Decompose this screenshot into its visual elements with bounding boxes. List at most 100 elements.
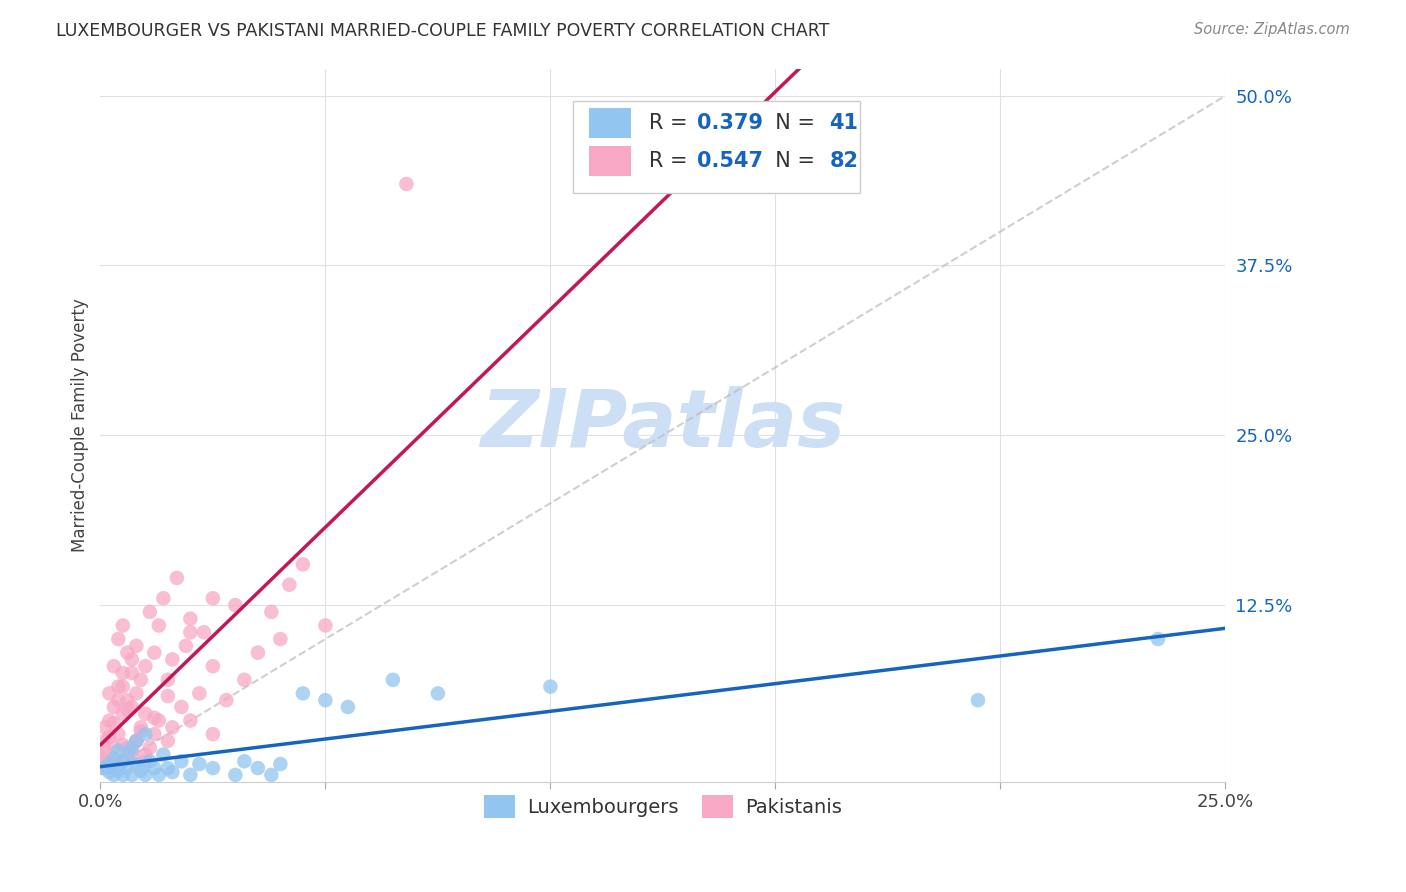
Point (269, 632, 291, 646)
Text: 0.547: 0.547 (696, 152, 762, 171)
Point (143, 646, 166, 660)
Point (129, 724, 152, 739)
Point (111, 706, 134, 721)
Point (111, 768, 134, 782)
Point (134, 659, 156, 673)
Point (152, 591, 174, 606)
Point (260, 768, 283, 782)
Point (117, 703, 139, 717)
Point (111, 666, 134, 681)
Point (103, 751, 125, 765)
Point (134, 768, 156, 782)
Point (111, 680, 134, 694)
Point (139, 754, 162, 768)
Point (107, 727, 129, 741)
Point (260, 605, 283, 619)
Point (156, 689, 179, 703)
Point (94, 761, 117, 775)
Point (278, 578, 301, 592)
Point (174, 639, 197, 653)
Point (224, 768, 246, 782)
Text: R =: R = (650, 113, 695, 134)
Point (188, 686, 211, 700)
Point (314, 618, 336, 632)
Point (121, 768, 143, 782)
Point (134, 747, 156, 762)
Point (179, 768, 201, 782)
Point (156, 761, 179, 775)
Point (111, 738, 134, 752)
Point (381, 673, 404, 687)
Point (98, 757, 121, 772)
Point (166, 571, 188, 585)
Text: 0.379: 0.379 (696, 113, 762, 134)
Text: N =: N = (762, 113, 821, 134)
Point (107, 680, 129, 694)
Point (215, 693, 238, 707)
Point (129, 673, 152, 687)
Point (129, 764, 152, 778)
Point (107, 764, 129, 778)
Text: LUXEMBOURGER VS PAKISTANI MARRIED-COUPLE FAMILY POVERTY CORRELATION CHART: LUXEMBOURGER VS PAKISTANI MARRIED-COUPLE… (56, 22, 830, 40)
Point (117, 740, 139, 755)
Point (121, 652, 143, 666)
Point (117, 751, 139, 765)
Point (117, 646, 139, 660)
Point (224, 598, 246, 612)
Point (193, 625, 215, 640)
Point (395, 177, 418, 191)
Point (121, 747, 143, 762)
Text: R =: R = (650, 152, 695, 171)
Point (103, 768, 125, 782)
Point (125, 757, 148, 772)
Point (125, 639, 148, 653)
Point (538, 680, 561, 694)
Point (121, 666, 143, 681)
Point (94, 743, 117, 757)
Point (246, 646, 269, 660)
Text: Source: ZipAtlas.com: Source: ZipAtlas.com (1194, 22, 1350, 37)
Point (246, 761, 269, 775)
Point (148, 768, 170, 782)
Y-axis label: Married-Couple Family Poverty: Married-Couple Family Poverty (72, 298, 89, 552)
Point (107, 632, 129, 646)
Point (143, 761, 166, 775)
Point (125, 734, 148, 748)
Point (162, 720, 184, 734)
Text: ZIPatlas: ZIPatlas (481, 386, 845, 464)
Point (98, 714, 121, 728)
Text: 41: 41 (830, 113, 859, 134)
Point (201, 591, 224, 606)
Point (201, 659, 224, 673)
FancyBboxPatch shape (572, 101, 860, 194)
Point (139, 605, 162, 619)
Point (291, 558, 314, 572)
Point (162, 765, 184, 780)
Point (94, 761, 117, 775)
Point (179, 625, 201, 640)
Point (1147, 632, 1170, 646)
Point (179, 714, 201, 728)
Point (291, 686, 314, 700)
Point (233, 673, 256, 687)
Point (94, 734, 117, 748)
Point (125, 734, 148, 748)
Point (426, 686, 449, 700)
Point (129, 720, 152, 734)
Point (117, 747, 139, 762)
Point (148, 618, 170, 632)
Point (143, 727, 166, 741)
Point (269, 757, 291, 772)
Point (107, 757, 129, 772)
Point (233, 754, 256, 768)
Point (179, 612, 201, 626)
Point (125, 686, 148, 700)
Point (111, 754, 134, 768)
Legend: Luxembourgers, Pakistanis: Luxembourgers, Pakistanis (477, 788, 849, 825)
Text: N =: N = (762, 152, 821, 171)
Point (314, 693, 336, 707)
FancyBboxPatch shape (589, 146, 631, 177)
Point (148, 714, 170, 728)
Point (107, 693, 129, 707)
Point (117, 761, 139, 775)
